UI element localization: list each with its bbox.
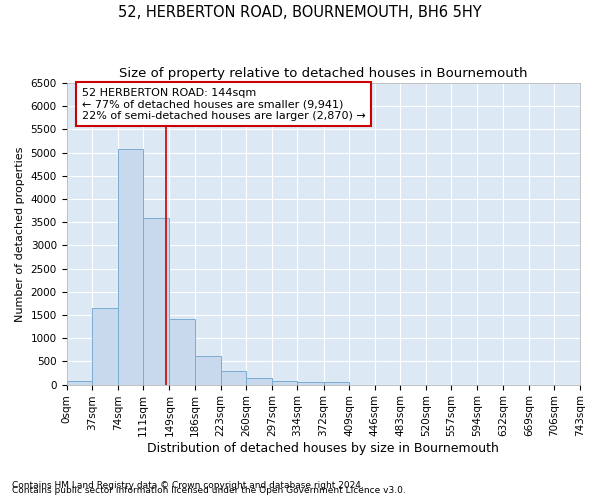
Bar [323,382,349,384]
Bar [143,218,169,384]
Text: Contains HM Land Registry data © Crown copyright and database right 2024.: Contains HM Land Registry data © Crown c… [12,481,364,490]
Bar [221,370,246,384]
Bar [195,356,221,384]
Text: 52, HERBERTON ROAD, BOURNEMOUTH, BH6 5HY: 52, HERBERTON ROAD, BOURNEMOUTH, BH6 5HY [118,5,482,20]
Y-axis label: Number of detached properties: Number of detached properties [15,146,25,322]
Bar [118,149,143,384]
Bar [298,382,323,384]
Bar [67,381,92,384]
X-axis label: Distribution of detached houses by size in Bournemouth: Distribution of detached houses by size … [148,442,499,455]
Text: 52 HERBERTON ROAD: 144sqm
← 77% of detached houses are smaller (9,941)
22% of se: 52 HERBERTON ROAD: 144sqm ← 77% of detac… [82,88,365,121]
Text: Contains public sector information licensed under the Open Government Licence v3: Contains public sector information licen… [12,486,406,495]
Bar [92,308,118,384]
Bar [169,318,195,384]
Bar [272,381,298,384]
Title: Size of property relative to detached houses in Bournemouth: Size of property relative to detached ho… [119,68,527,80]
Bar [246,378,272,384]
